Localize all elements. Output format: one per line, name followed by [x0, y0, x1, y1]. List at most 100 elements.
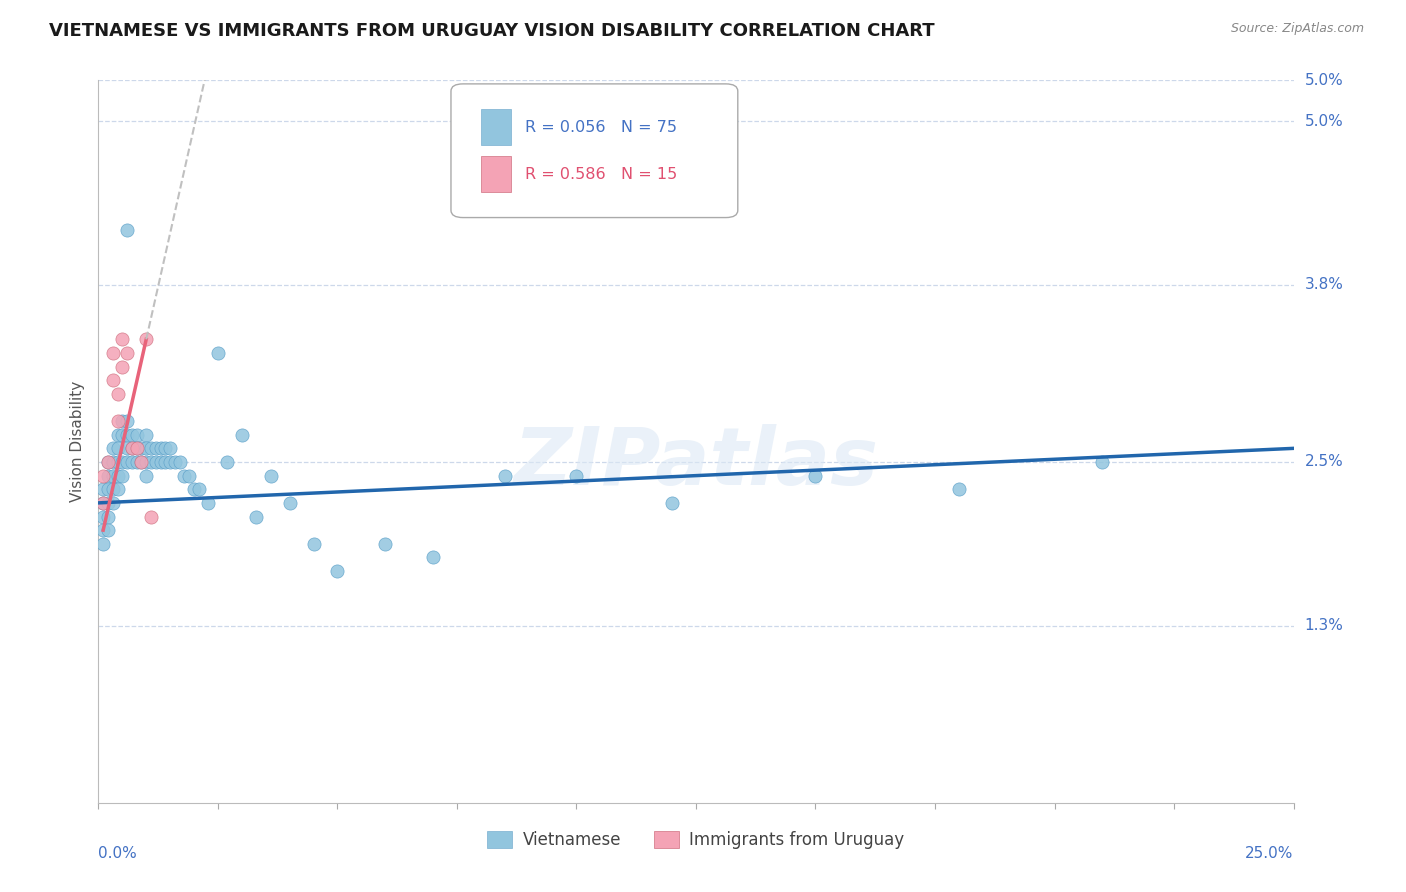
Point [121, 442, 143, 456]
Point [115, 414, 138, 428]
Point [107, 387, 129, 401]
Point [101, 496, 124, 510]
Point [97, 523, 120, 537]
Text: 5.0%: 5.0% [1305, 113, 1343, 128]
Text: ZIPatlas: ZIPatlas [513, 425, 879, 502]
Point [135, 442, 157, 456]
Legend: Vietnamese, Immigrants from Uruguay: Vietnamese, Immigrants from Uruguay [481, 824, 911, 856]
Text: R = 0.586   N = 15: R = 0.586 N = 15 [524, 167, 678, 182]
Point [179, 468, 201, 483]
Point [125, 442, 148, 456]
FancyBboxPatch shape [481, 109, 510, 145]
Point [111, 455, 134, 469]
Point [207, 346, 229, 360]
Point [111, 468, 134, 483]
Point [111, 427, 134, 442]
Point [107, 468, 129, 483]
FancyBboxPatch shape [481, 156, 510, 193]
Point [231, 427, 253, 442]
Point [149, 442, 172, 456]
Text: 3.8%: 3.8% [1305, 277, 1344, 293]
Point [145, 455, 167, 469]
Point [91, 509, 114, 524]
Point [187, 482, 209, 496]
Point [121, 427, 143, 442]
Point [155, 442, 177, 456]
Point [115, 442, 138, 456]
Point [245, 509, 267, 524]
Point [91, 523, 114, 537]
Text: 1.3%: 1.3% [1305, 618, 1344, 633]
Point [101, 346, 124, 360]
Text: 5.0%: 5.0% [1305, 73, 1343, 87]
Point [197, 496, 219, 510]
Text: VIETNAMESE VS IMMIGRANTS FROM URUGUAY VISION DISABILITY CORRELATION CHART: VIETNAMESE VS IMMIGRANTS FROM URUGUAY VI… [49, 22, 935, 40]
Point [804, 468, 827, 483]
Point [107, 455, 129, 469]
Point [159, 455, 181, 469]
Point [101, 442, 124, 456]
Point [159, 442, 181, 456]
Y-axis label: Vision Disability: Vision Disability [69, 381, 84, 502]
Point [494, 468, 516, 483]
Point [111, 414, 134, 428]
Point [91, 537, 114, 551]
Point [131, 455, 153, 469]
Point [115, 223, 138, 237]
Point [115, 427, 138, 442]
Point [115, 455, 138, 469]
Point [145, 442, 167, 456]
Point [97, 455, 120, 469]
FancyBboxPatch shape [451, 84, 738, 218]
Point [97, 482, 120, 496]
Point [169, 455, 191, 469]
Point [107, 427, 129, 442]
Point [139, 442, 162, 456]
Point [422, 550, 444, 565]
Point [107, 414, 129, 428]
Point [131, 442, 153, 456]
Point [101, 482, 124, 496]
Point [183, 482, 205, 496]
Point [91, 496, 114, 510]
Text: 2.5%: 2.5% [1305, 455, 1343, 469]
Point [565, 468, 588, 483]
Point [115, 346, 138, 360]
Text: 0.0%: 0.0% [98, 847, 138, 861]
Point [107, 442, 129, 456]
Point [107, 482, 129, 496]
Point [97, 496, 120, 510]
Point [91, 468, 114, 483]
Point [661, 496, 683, 510]
Point [97, 509, 120, 524]
Point [948, 482, 970, 496]
Point [135, 332, 157, 346]
Point [135, 468, 157, 483]
Text: Source: ZipAtlas.com: Source: ZipAtlas.com [1230, 22, 1364, 36]
Point [131, 455, 153, 469]
Point [139, 509, 162, 524]
Point [259, 468, 281, 483]
Point [217, 455, 239, 469]
Point [97, 455, 120, 469]
Point [139, 455, 162, 469]
Point [135, 427, 157, 442]
Point [326, 564, 349, 578]
Text: R = 0.056   N = 75: R = 0.056 N = 75 [524, 120, 678, 135]
Point [121, 442, 143, 456]
Point [101, 373, 124, 387]
Point [91, 496, 114, 510]
Point [149, 455, 172, 469]
Point [125, 427, 148, 442]
Point [374, 537, 396, 551]
Point [125, 442, 148, 456]
Point [97, 468, 120, 483]
Point [163, 455, 186, 469]
Point [1091, 455, 1114, 469]
Text: 25.0%: 25.0% [1246, 847, 1294, 861]
Point [91, 482, 114, 496]
Point [111, 332, 134, 346]
Point [125, 455, 148, 469]
Point [135, 455, 157, 469]
Point [121, 455, 143, 469]
